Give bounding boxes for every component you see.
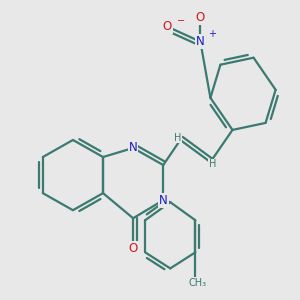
Text: N: N bbox=[159, 194, 168, 207]
Text: H: H bbox=[209, 159, 217, 170]
Text: N: N bbox=[129, 142, 137, 154]
Text: −: − bbox=[177, 16, 185, 26]
Text: H: H bbox=[174, 133, 182, 142]
Text: N: N bbox=[196, 35, 205, 48]
Text: CH₃: CH₃ bbox=[189, 278, 207, 288]
Text: +: + bbox=[208, 29, 216, 39]
Text: O: O bbox=[128, 242, 138, 255]
Text: O: O bbox=[196, 11, 205, 24]
Text: O: O bbox=[163, 20, 172, 33]
